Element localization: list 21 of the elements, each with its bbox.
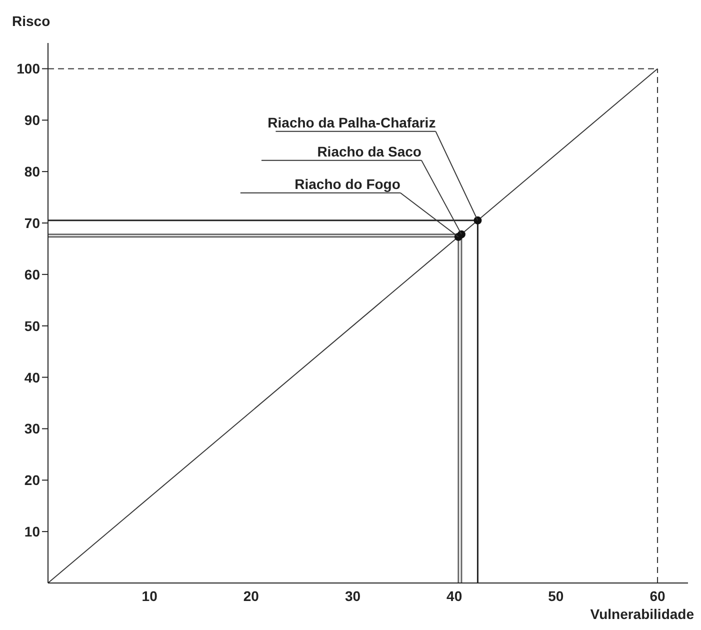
x-tick-label: 10 [142, 588, 158, 604]
x-axis-title: Vulnerabilidade [590, 606, 694, 622]
y-tick-label: 90 [24, 112, 40, 128]
text: Riacho da Saco [317, 143, 422, 160]
x-tick-label: 30 [344, 588, 361, 604]
x-tick-label: 20 [243, 588, 260, 604]
y-axis-title: Risco [12, 13, 50, 29]
x-tick-label: 60 [650, 588, 666, 604]
y-tick-label: 30 [24, 420, 40, 437]
y-tick-label: 100 [16, 60, 40, 77]
y-tick-label: 80 [24, 164, 40, 180]
text: Riacho do Fogo [294, 176, 400, 192]
y-tick-label: 70 [24, 214, 40, 231]
y-tick-label: 50 [24, 318, 40, 334]
x-tick-label: 40 [446, 588, 462, 604]
y-tick-label: 60 [24, 266, 40, 282]
y-tick-label: 40 [24, 369, 40, 386]
y-tick-label: 10 [24, 524, 40, 540]
y-tick-label: 20 [24, 472, 40, 488]
text: Riacho da Palha-Chafariz [268, 114, 436, 130]
x-tick-label: 50 [548, 588, 564, 604]
